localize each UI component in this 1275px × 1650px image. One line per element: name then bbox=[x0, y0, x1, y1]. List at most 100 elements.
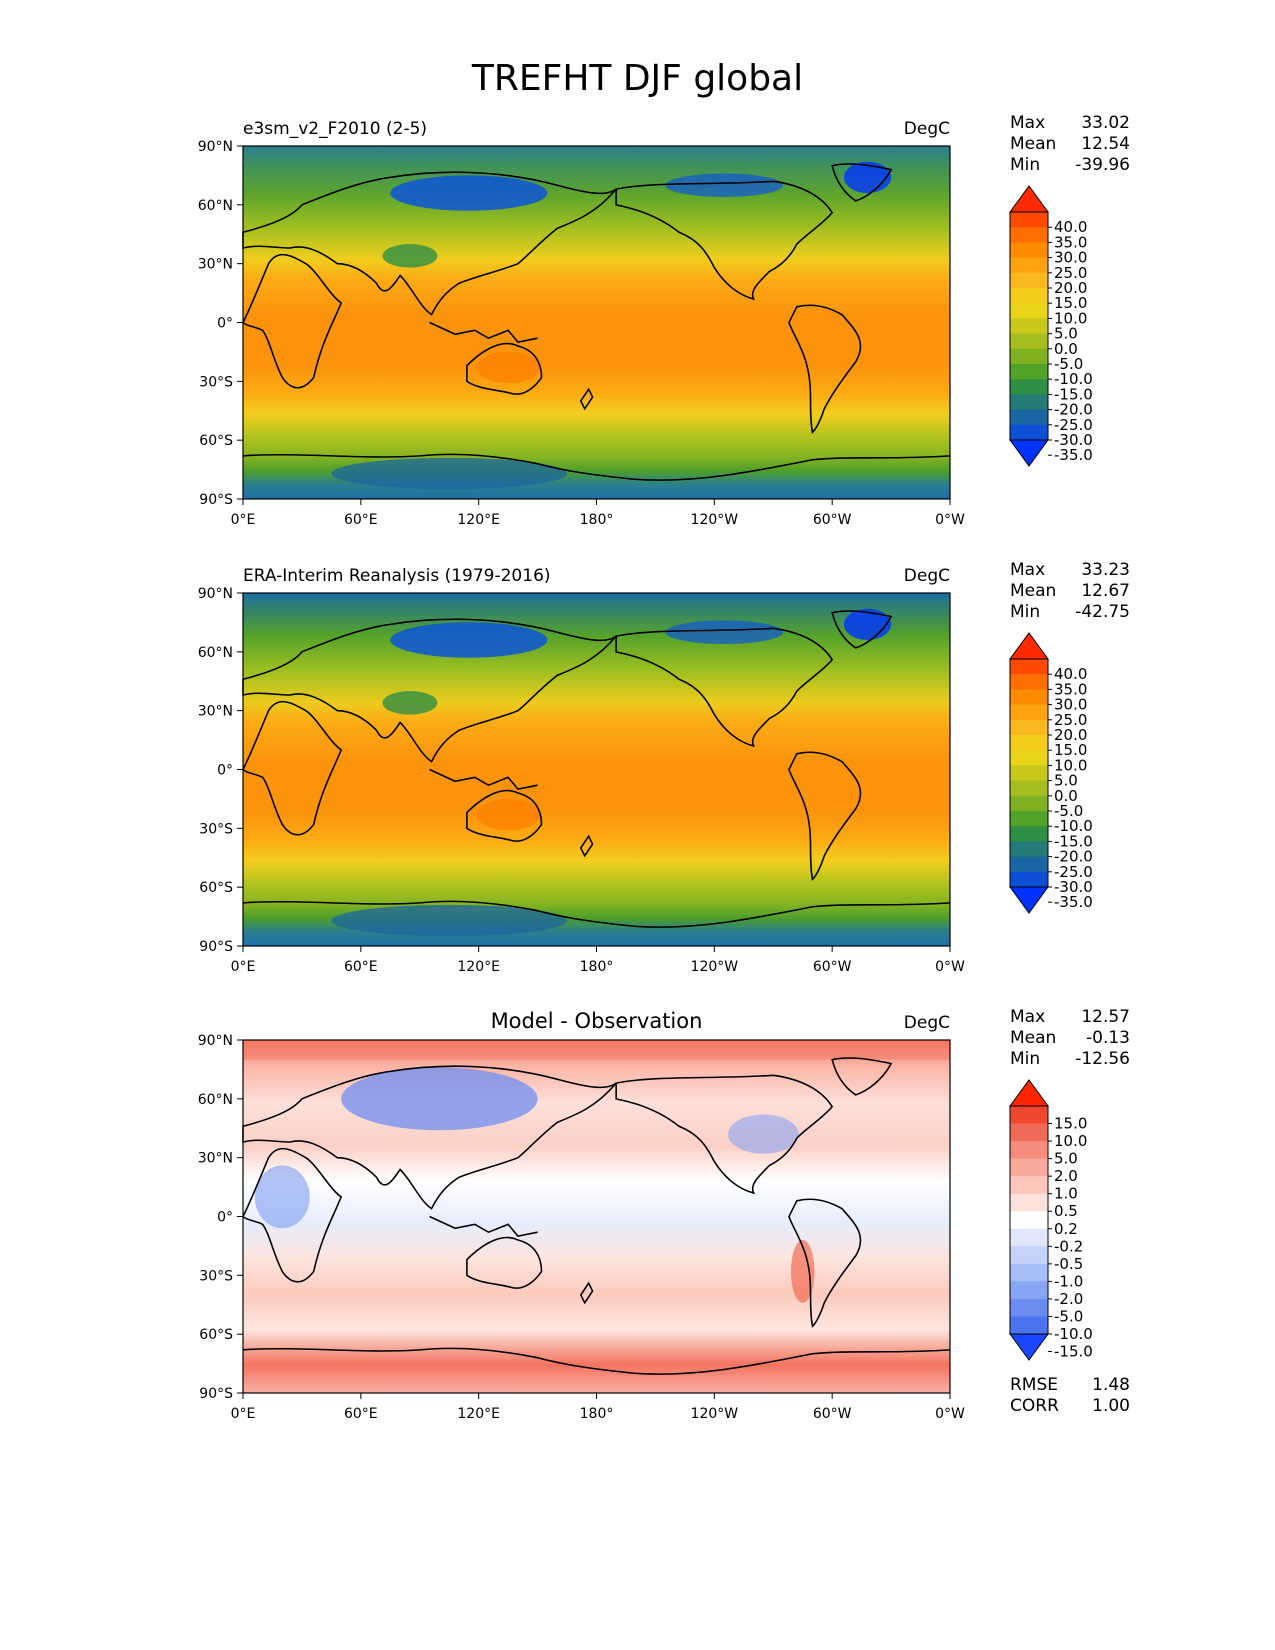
colorbar-label: 20.0 bbox=[1054, 726, 1087, 744]
lat-tick-label: 30°S bbox=[199, 821, 233, 837]
stat-value: -0.13 bbox=[1086, 1028, 1130, 1048]
colorbar-label: 2.0 bbox=[1054, 1167, 1078, 1185]
colorbar-swatch bbox=[1010, 750, 1048, 766]
colorbar-swatch bbox=[1010, 288, 1048, 304]
lon-tick-label: 120°W bbox=[691, 1406, 739, 1422]
antarctic-cold-patch bbox=[331, 457, 568, 490]
colorbar-swatch bbox=[1010, 1211, 1048, 1230]
colorbar-swatch bbox=[1010, 735, 1048, 751]
colorbar-swatch bbox=[1010, 841, 1048, 858]
colorbar-swatch bbox=[1010, 409, 1048, 426]
australia-warm-patch bbox=[476, 351, 540, 384]
colorbar-swatch bbox=[1010, 1106, 1048, 1125]
stat-label: Min bbox=[1010, 1049, 1040, 1069]
stat-label: Mean bbox=[1010, 581, 1056, 601]
stat-label: Min bbox=[1010, 602, 1040, 622]
eurasia-cool-patch bbox=[341, 1067, 538, 1131]
colorbar-label: -30.0 bbox=[1054, 431, 1093, 449]
colorbar: 40.035.030.025.020.015.010.05.00.0-5.0-1… bbox=[1009, 185, 1093, 467]
map-patches-obs bbox=[331, 608, 892, 937]
africa-cool-patch bbox=[254, 1165, 310, 1229]
colorbar-label: 20.0 bbox=[1054, 279, 1087, 297]
colorbar-label: -0.2 bbox=[1054, 1237, 1083, 1255]
extra-stat-label: CORR bbox=[1010, 1396, 1059, 1416]
colorbar-swatch bbox=[1010, 257, 1048, 274]
stat-label: Min bbox=[1010, 155, 1040, 175]
colorbar-label: 0.0 bbox=[1054, 340, 1078, 358]
panel-diff: 90°N 60°N 30°N 0° 30°S 60°S 90°S 0°E 60°E 120°E 18… bbox=[198, 1007, 1130, 1422]
lat-tick-label: 90°N bbox=[198, 139, 233, 155]
siberia-cold-patch bbox=[390, 175, 548, 211]
units-label: DegC bbox=[904, 1013, 950, 1033]
lat-tick-label: 60°N bbox=[198, 198, 233, 214]
lon-tick-label: 60°E bbox=[344, 512, 378, 528]
colorbar-label: -5.0 bbox=[1054, 1307, 1083, 1325]
colorbar-swatch bbox=[1010, 826, 1048, 842]
colorbar-frame bbox=[1009, 1105, 1049, 1335]
lat-tick-label: 60°S bbox=[199, 880, 233, 896]
colorbar-swatch bbox=[1010, 871, 1048, 888]
greenland-cold-patch bbox=[843, 161, 892, 194]
colorbar-swatch bbox=[1010, 1298, 1048, 1317]
siberia-cold-patch bbox=[390, 622, 548, 658]
lat-tick-label: 90°S bbox=[199, 939, 233, 955]
colorbar-label: 30.0 bbox=[1054, 249, 1087, 267]
tibet-cold-patch bbox=[382, 691, 438, 715]
panel-obs: 90°N 60°N 30°N 0° 30°S 60°S 90°S 0°E 60°E 120°E 18… bbox=[198, 560, 1130, 975]
colorbar-label: 40.0 bbox=[1054, 665, 1087, 683]
colorbar-swatch bbox=[1010, 424, 1048, 441]
colorbar-label: -35.0 bbox=[1054, 893, 1093, 911]
colorbar-label: -15.0 bbox=[1054, 385, 1093, 403]
map-patches-diff bbox=[243, 1040, 950, 1303]
colorbar-swatch bbox=[1010, 379, 1048, 395]
lon-tick-label: 60°W bbox=[813, 959, 852, 975]
colorbar-swatch bbox=[1010, 1158, 1048, 1177]
extra-stat-value: 1.48 bbox=[1092, 1375, 1130, 1395]
stat-label: Mean bbox=[1010, 134, 1056, 154]
colorbar-swatch bbox=[1010, 704, 1048, 721]
stat-value: -12.56 bbox=[1075, 1049, 1130, 1069]
colorbar-label: 30.0 bbox=[1054, 696, 1087, 714]
colorbar-extend-max bbox=[1009, 632, 1049, 660]
colorbar-swatch bbox=[1010, 348, 1048, 365]
colorbar-label: -5.0 bbox=[1054, 355, 1083, 373]
colorbar-label: -10.0 bbox=[1054, 817, 1093, 835]
map-field-model bbox=[243, 146, 950, 499]
colorbar-label: 0.0 bbox=[1054, 787, 1078, 805]
panel-title: ERA-Interim Reanalysis (1979-2016) bbox=[243, 566, 551, 586]
antarctic-cold-patch bbox=[331, 904, 568, 937]
lat-tick-label: 30°S bbox=[199, 374, 233, 390]
colorbar-frame bbox=[1009, 658, 1049, 888]
figure-title: TREFHT DJF global bbox=[471, 58, 804, 99]
lat-tick-label: 90°S bbox=[199, 1386, 233, 1402]
colorbar-swatch bbox=[1010, 394, 1048, 411]
greenland-cold-patch bbox=[843, 608, 892, 641]
colorbar-swatch bbox=[1010, 1246, 1048, 1265]
lat-tick-label: 60°N bbox=[198, 645, 233, 661]
samerica-warm-patch bbox=[790, 1240, 815, 1303]
tibet-cold-patch bbox=[382, 244, 438, 268]
colorbar-label: -20.0 bbox=[1054, 848, 1093, 866]
colorbar-swatch bbox=[1010, 795, 1048, 812]
units-label: DegC bbox=[904, 566, 950, 586]
colorbar-label: 5.0 bbox=[1054, 772, 1078, 790]
colorbar-label: 1.0 bbox=[1054, 1185, 1078, 1203]
colorbar-label: 10.0 bbox=[1054, 1132, 1087, 1150]
map-patches-model bbox=[331, 161, 892, 490]
lat-tick-label: 60°S bbox=[199, 1327, 233, 1343]
panel-title: e3sm_v2_F2010 (2-5) bbox=[243, 119, 427, 139]
lon-tick-label: 120°E bbox=[457, 512, 500, 528]
lat-tick-label: 90°N bbox=[198, 1033, 233, 1049]
colorbar-label: -15.0 bbox=[1054, 1343, 1093, 1361]
colorbar-label: -1.0 bbox=[1054, 1272, 1083, 1290]
colorbar-label: -10.0 bbox=[1054, 370, 1093, 388]
lon-tick-label: 0°W bbox=[935, 959, 965, 975]
canada-cold-patch bbox=[665, 173, 784, 197]
colorbar-swatch bbox=[1010, 318, 1048, 335]
colorbar-label: 0.2 bbox=[1054, 1220, 1078, 1238]
stat-label: Max bbox=[1010, 1007, 1045, 1027]
colorbar-label: -30.0 bbox=[1054, 878, 1093, 896]
stat-value: -42.75 bbox=[1075, 602, 1130, 622]
colorbar-label: 25.0 bbox=[1054, 264, 1087, 282]
